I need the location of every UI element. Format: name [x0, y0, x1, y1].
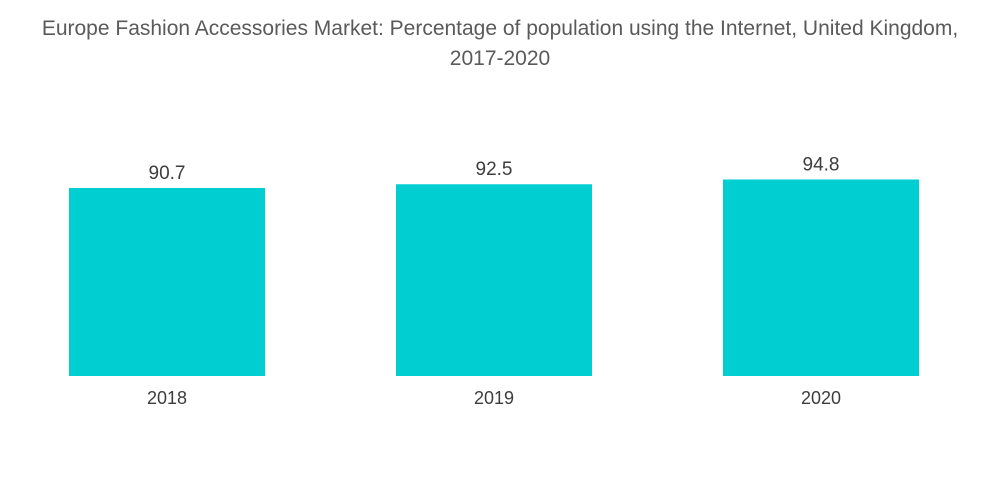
data-label-2020: 94.8	[803, 154, 840, 175]
data-label-2018: 90.7	[149, 163, 186, 184]
bar-2018	[69, 187, 265, 376]
data-label-2019: 92.5	[476, 159, 513, 180]
x-tick-label-2020: 2020	[801, 388, 841, 408]
x-tick-label-2018: 2018	[147, 388, 187, 408]
chart-title: Europe Fashion Accessories Market: Perce…	[41, 17, 959, 70]
bar-2019	[396, 184, 592, 376]
bar-2020	[723, 179, 919, 376]
x-tick-label-2019: 2019	[474, 388, 514, 408]
